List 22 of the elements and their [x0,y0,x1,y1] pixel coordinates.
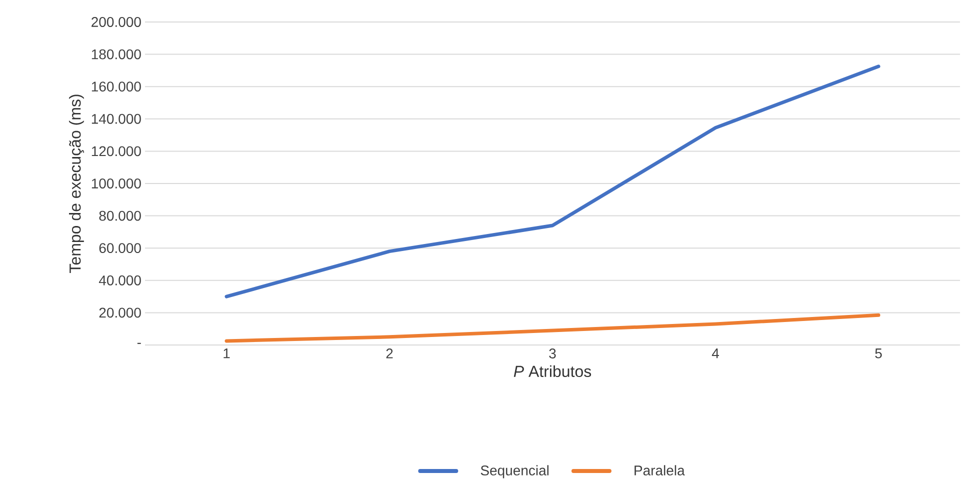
legend-label: Sequencial [480,465,549,478]
y-tick-label: 140.000 [92,114,141,124]
x-tick-label: 4 [712,348,719,358]
x-tick-label: 1 [224,348,230,358]
legend-label: Paralela [634,465,685,476]
y-axis-title: Tempo de execução (ms) [69,94,84,273]
y-tick-label: 160.000 [92,82,141,92]
x-tick-label: 2 [386,348,393,358]
y-tick-label: 40.000 [98,275,141,286]
y-tick-label: 180.000 [92,49,141,60]
x-tick-label: 3 [549,348,556,358]
x-tick-label: 5 [875,348,882,358]
line-series [224,64,880,298]
y-tick-label: 200.000 [92,17,141,27]
y-tick-label: 120.000 [92,146,141,156]
y-tick-label: - [137,342,141,344]
y-tick-label: 20.000 [99,308,141,318]
y-tick-label: 100.000 [92,178,141,188]
y-tick-label: 80.000 [99,210,141,221]
x-axis-title: P Atributos [514,365,592,378]
y-tick-label: 60.000 [99,243,141,254]
line-series [224,313,880,343]
